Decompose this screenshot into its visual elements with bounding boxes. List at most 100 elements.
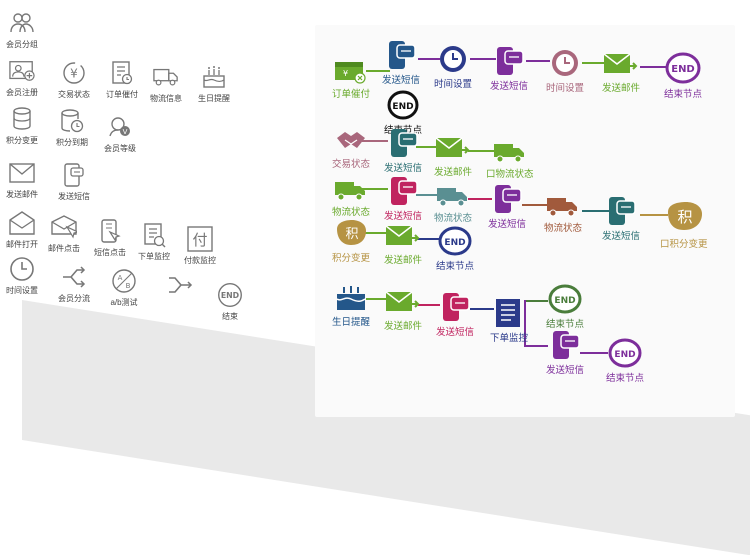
flow-node-send-sms[interactable]: 发送短信 (602, 196, 640, 242)
mail-icon (435, 137, 470, 157)
end-icon: END (387, 90, 419, 120)
ab-a-char: A (118, 274, 123, 282)
truck-icon (493, 144, 524, 163)
node-label: 订单催付 (332, 89, 371, 100)
connector (470, 58, 496, 60)
palette-item-time-setting[interactable]: 时间设置 (0, 256, 52, 296)
palette-item-send-sms[interactable]: 发送短信 (44, 162, 104, 202)
flow-node-time-setting[interactable]: 时间设置 (546, 48, 584, 94)
truck-icon (335, 182, 365, 201)
flow-node-points-change[interactable]: 积 口积分变更 (660, 200, 708, 250)
palette-label: 交易状态 (58, 90, 90, 99)
palette-item-member-level[interactable]: V 会员等级 (90, 114, 150, 154)
flow-node-birthday-remind[interactable]: 生日提醒 (332, 282, 370, 328)
palette-item-sms-click[interactable]: 短信点击 (80, 218, 140, 258)
palette-item-birthday-remind[interactable]: 生日提醒 (184, 64, 244, 104)
palette-item-payment-monitor[interactable]: 付 付款监控 (170, 226, 230, 266)
node-label: 生日提醒 (332, 317, 371, 328)
flow-node-order-monitor[interactable]: 下单监控 (490, 298, 528, 344)
flow-node-send-mail[interactable]: 发送邮件 (434, 136, 472, 178)
sms-icon (391, 177, 418, 205)
node-label: 发送短信 (546, 365, 585, 376)
order-remind-icon: ¥ (335, 62, 366, 84)
palette-item-points-change[interactable]: 积分变更 (0, 106, 52, 146)
end-icon: END (438, 226, 472, 256)
end-icon: END (548, 284, 582, 314)
palette-label: 下单监控 (138, 252, 170, 261)
palette-label: a/b测试 (110, 298, 138, 307)
truck-icon (437, 188, 467, 207)
flow-node-logistics-status[interactable]: 物流状态 (332, 180, 370, 218)
node-label: 发送短信 (382, 75, 421, 86)
flow-node-send-sms[interactable]: 发送短信 (490, 46, 528, 92)
palette-item-transaction-status[interactable]: ¥ 交易状态 (44, 60, 104, 100)
palette-item-member-group[interactable]: 会员分组 (0, 10, 52, 50)
palette-label: 短信点击 (94, 248, 126, 257)
palette-item-order-monitor[interactable]: 下单监控 (124, 222, 184, 262)
palette-label: 会员等级 (104, 144, 136, 153)
sms-icon (497, 47, 524, 75)
flow-node-send-sms[interactable]: 发送短信 (488, 184, 526, 230)
flow-node-send-sms[interactable]: 发送短信 (384, 128, 422, 174)
flow-node-logistics-status[interactable]: 口物流状态 (486, 142, 534, 180)
end-text: END (671, 64, 695, 75)
order-remind-icon (109, 60, 135, 86)
flow-node-order-remind[interactable]: ¥ 订单催付 (332, 60, 370, 100)
flow-node-points-change[interactable]: 积 积分变更 (332, 218, 370, 264)
palette-item-member-register[interactable]: 会员注册 (0, 58, 52, 98)
palette-item-end[interactable]: END 结束 (200, 282, 260, 322)
svg-text:¥: ¥ (70, 67, 78, 81)
end-icon: END (608, 338, 642, 368)
node-label: 结束节点 (436, 261, 475, 272)
palette-label: 会员注册 (6, 88, 38, 97)
flow-node-end[interactable]: END 结束节点 (606, 338, 644, 384)
flow-node-logistics-status[interactable]: 物流状态 (434, 186, 472, 224)
flow-node-send-sms[interactable]: 发送短信 (436, 292, 474, 338)
connector (362, 188, 388, 190)
flow-node-end[interactable]: END 结束节点 (664, 52, 702, 100)
palette-item-points-expire[interactable]: 积分到期 (42, 108, 102, 148)
flow-node-transaction-status[interactable]: 交易状态 (332, 128, 370, 170)
flow-node-send-sms[interactable]: 发送短信 (382, 40, 420, 86)
palette-item-logistics-info[interactable]: 物流信息 (136, 64, 196, 104)
palette-item-member-split[interactable]: 会员分流 (44, 264, 104, 304)
node-label: 发送邮件 (384, 255, 423, 266)
palette-item-order-remind[interactable]: 订单催付 (92, 60, 152, 100)
palette-label: 积分变更 (6, 136, 38, 145)
connector (416, 194, 438, 196)
flow-node-end[interactable]: END 结束节点 (546, 284, 584, 330)
flow-node-end[interactable]: END 结束节点 (436, 226, 474, 272)
flow-node-logistics-status[interactable]: 物流状态 (544, 196, 582, 234)
flow-node-send-mail[interactable]: 发送邮件 (384, 224, 422, 266)
clock-icon (440, 46, 466, 72)
yuan-transaction-icon: ¥ (61, 60, 87, 86)
node-label: 交易状态 (332, 159, 371, 170)
points-expire-icon (59, 108, 85, 134)
connector (366, 70, 390, 72)
ab-b-char: B (126, 282, 131, 290)
palette-item-mail-click[interactable]: 邮件点击 (34, 214, 94, 254)
connector (582, 210, 610, 212)
palette-item-send-mail[interactable]: 发送邮件 (0, 160, 52, 200)
node-label: 时间设置 (434, 79, 473, 90)
connector (366, 298, 388, 300)
flow-node-send-sms[interactable]: 发送短信 (546, 330, 584, 376)
flow-node-send-sms[interactable]: 发送短信 (384, 176, 422, 222)
palette-item-merge[interactable] (150, 272, 210, 298)
palette-label: 付款监控 (184, 256, 216, 265)
connector (468, 198, 492, 200)
node-label: 时间设置 (546, 83, 585, 94)
palette-label: 生日提醒 (198, 94, 230, 103)
flow-node-send-mail[interactable]: 发送邮件 (602, 52, 640, 94)
palette-label: 积分到期 (56, 138, 88, 147)
flow-node-send-mail[interactable]: 发送邮件 (384, 290, 422, 332)
clock-icon (9, 256, 35, 282)
palette-item-mail-open[interactable]: 邮件打开 (0, 210, 52, 250)
points-badge-icon: 积 (667, 202, 702, 230)
flow-node-time-setting[interactable]: 时间设置 (434, 44, 472, 90)
node-label: 发送短信 (436, 327, 475, 338)
node-label: 结束节点 (664, 89, 703, 100)
connector-vertical (524, 300, 526, 347)
